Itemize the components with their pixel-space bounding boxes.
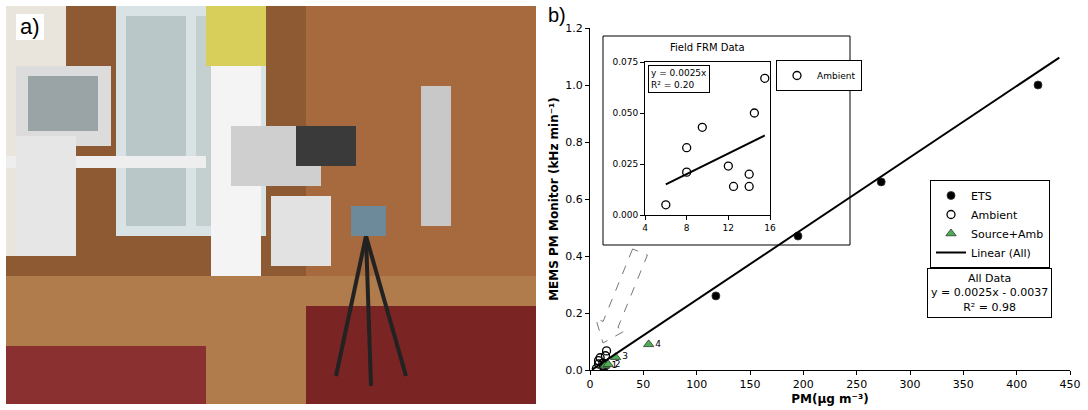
svg-text:Source+Amb: Source+Amb: [971, 228, 1043, 241]
svg-text:0.8: 0.8: [565, 136, 583, 149]
svg-text:All Datay = 0.0025x - 0.0037R²: All Datay = 0.0025x - 0.0037R² = 0.98: [931, 272, 1048, 314]
svg-text:Linear (All): Linear (All): [971, 247, 1031, 260]
svg-text:PM(µg m⁻³): PM(µg m⁻³): [791, 392, 868, 406]
svg-text:0.6: 0.6: [565, 193, 583, 206]
svg-text:b): b): [548, 4, 566, 26]
svg-text:12: 12: [723, 223, 734, 233]
svg-text:Ambient: Ambient: [817, 71, 855, 81]
svg-text:0: 0: [587, 378, 594, 391]
svg-text:200: 200: [793, 378, 814, 391]
svg-text:250: 250: [846, 378, 867, 391]
svg-text:50: 50: [636, 378, 650, 391]
svg-text:4: 4: [642, 223, 648, 233]
svg-text:0.2: 0.2: [565, 307, 583, 320]
svg-text:Ambient: Ambient: [971, 209, 1018, 222]
svg-text:4: 4: [655, 339, 661, 349]
svg-text:100: 100: [686, 378, 707, 391]
html-text:a): a): [20, 14, 40, 39]
svg-text:400: 400: [1006, 378, 1027, 391]
svg-text:0.075: 0.075: [612, 57, 638, 67]
svg-text:0.0: 0.0: [565, 364, 583, 377]
svg-text:350: 350: [953, 378, 974, 391]
svg-text:450: 450: [1060, 378, 1081, 391]
svg-text:300: 300: [900, 378, 921, 391]
svg-text:1: 1: [612, 360, 618, 370]
svg-text:1.0: 1.0: [565, 79, 583, 92]
svg-text:ETS: ETS: [971, 190, 992, 203]
svg-text:150: 150: [740, 378, 761, 391]
svg-text:2: 2: [615, 359, 621, 369]
svg-text:0.4: 0.4: [565, 250, 583, 263]
svg-text:3: 3: [622, 351, 628, 361]
svg-text:0.025: 0.025: [612, 159, 638, 169]
svg-text:0.000: 0.000: [612, 210, 638, 220]
svg-text:8: 8: [684, 223, 690, 233]
svg-text:MEMS PM Monitor (kHz min⁻¹): MEMS PM Monitor (kHz min⁻¹): [547, 97, 561, 301]
svg-text:y = 0.0025xR² = 0.20: y = 0.0025xR² = 0.20: [651, 68, 707, 90]
svg-text:0.050: 0.050: [612, 108, 638, 118]
svg-text:Field FRM Data: Field FRM Data: [670, 42, 745, 53]
svg-text:1.2: 1.2: [565, 22, 583, 35]
svg-text:16: 16: [764, 223, 776, 233]
